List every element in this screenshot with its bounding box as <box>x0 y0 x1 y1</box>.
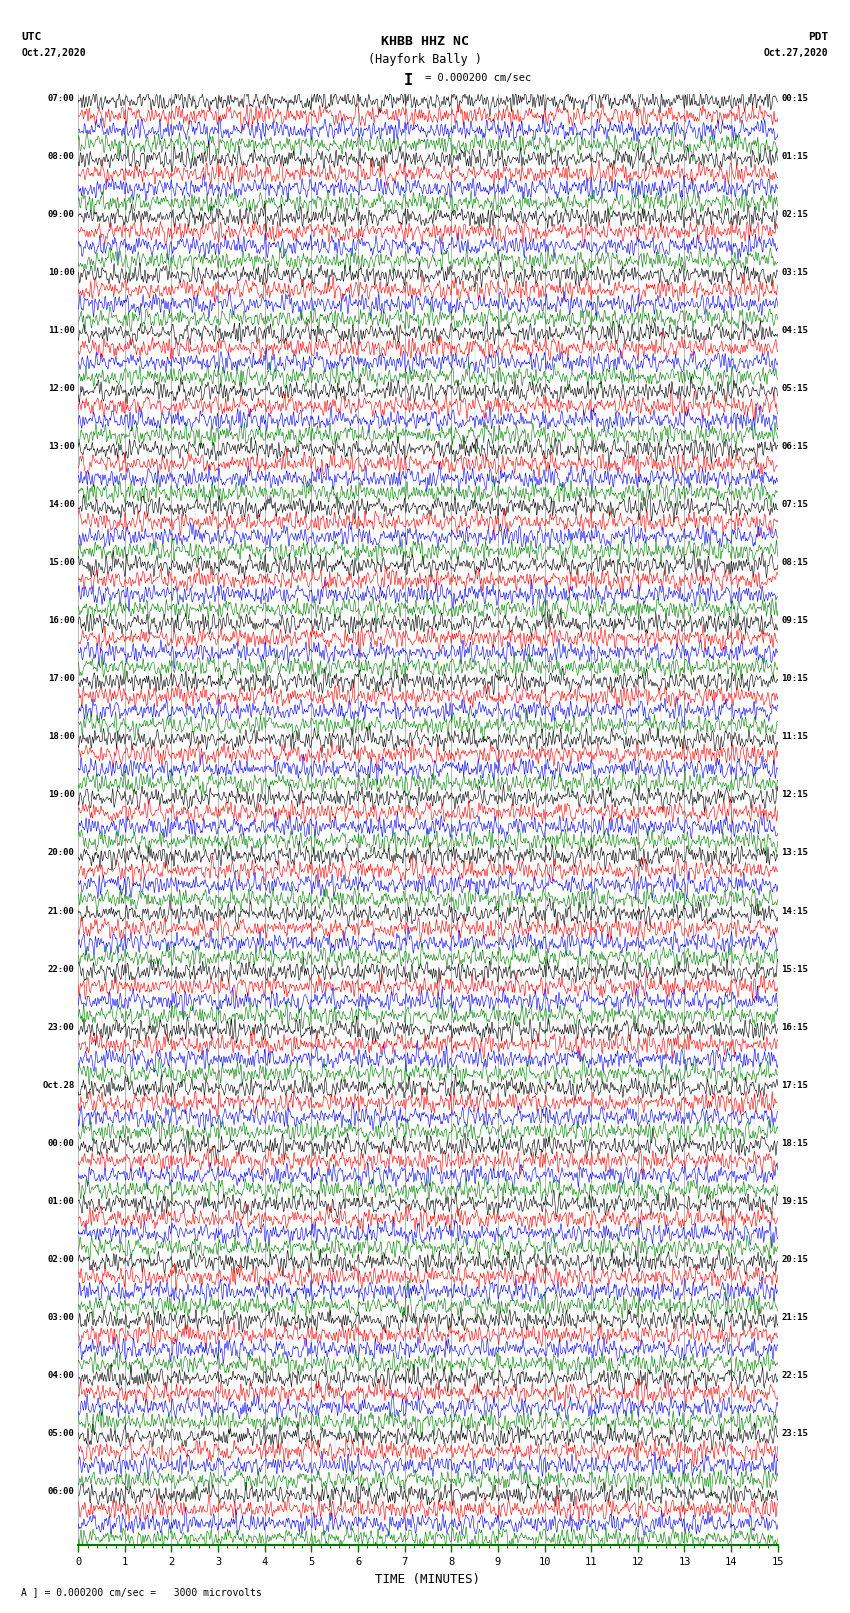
Text: KHBB HHZ NC: KHBB HHZ NC <box>381 35 469 48</box>
Text: UTC: UTC <box>21 32 42 42</box>
Text: 01:00: 01:00 <box>48 1197 75 1207</box>
Text: 16:15: 16:15 <box>781 1023 808 1032</box>
Text: 03:00: 03:00 <box>48 1313 75 1323</box>
Text: 22:00: 22:00 <box>48 965 75 974</box>
Text: (Hayfork Bally ): (Hayfork Bally ) <box>368 53 482 66</box>
Text: I: I <box>404 73 412 87</box>
Text: 12:00: 12:00 <box>48 384 75 394</box>
Text: 13:15: 13:15 <box>781 848 808 858</box>
Text: 13:00: 13:00 <box>48 442 75 452</box>
Text: 20:00: 20:00 <box>48 848 75 858</box>
Text: 08:15: 08:15 <box>781 558 808 568</box>
Text: Oct.28: Oct.28 <box>42 1081 75 1090</box>
Text: 14:00: 14:00 <box>48 500 75 510</box>
Text: 11:00: 11:00 <box>48 326 75 336</box>
Text: Oct.27,2020: Oct.27,2020 <box>21 48 86 58</box>
Text: 12:15: 12:15 <box>781 790 808 800</box>
Text: 22:15: 22:15 <box>781 1371 808 1381</box>
Text: 07:15: 07:15 <box>781 500 808 510</box>
Text: PDT: PDT <box>808 32 829 42</box>
Text: 19:15: 19:15 <box>781 1197 808 1207</box>
Text: 06:00: 06:00 <box>48 1487 75 1497</box>
Text: 09:15: 09:15 <box>781 616 808 626</box>
Text: 08:00: 08:00 <box>48 152 75 161</box>
Text: 04:15: 04:15 <box>781 326 808 336</box>
Text: 17:00: 17:00 <box>48 674 75 684</box>
Text: 21:00: 21:00 <box>48 907 75 916</box>
Text: 11:15: 11:15 <box>781 732 808 742</box>
Text: 05:15: 05:15 <box>781 384 808 394</box>
Text: Oct.27,2020: Oct.27,2020 <box>764 48 829 58</box>
Text: 07:00: 07:00 <box>48 94 75 103</box>
Text: 03:15: 03:15 <box>781 268 808 277</box>
Text: 23:15: 23:15 <box>781 1429 808 1439</box>
Text: 15:00: 15:00 <box>48 558 75 568</box>
Text: 23:00: 23:00 <box>48 1023 75 1032</box>
Text: 18:15: 18:15 <box>781 1139 808 1148</box>
Text: 01:15: 01:15 <box>781 152 808 161</box>
Text: 06:15: 06:15 <box>781 442 808 452</box>
Text: A ] = 0.000200 cm/sec =   3000 microvolts: A ] = 0.000200 cm/sec = 3000 microvolts <box>21 1587 262 1597</box>
Text: = 0.000200 cm/sec: = 0.000200 cm/sec <box>425 73 531 82</box>
Text: 19:00: 19:00 <box>48 790 75 800</box>
X-axis label: TIME (MINUTES): TIME (MINUTES) <box>376 1573 480 1586</box>
Text: 14:15: 14:15 <box>781 907 808 916</box>
Text: 00:00: 00:00 <box>48 1139 75 1148</box>
Text: 10:15: 10:15 <box>781 674 808 684</box>
Text: 02:15: 02:15 <box>781 210 808 219</box>
Text: 10:00: 10:00 <box>48 268 75 277</box>
Text: 00:15: 00:15 <box>781 94 808 103</box>
Text: 16:00: 16:00 <box>48 616 75 626</box>
Text: 18:00: 18:00 <box>48 732 75 742</box>
Text: 09:00: 09:00 <box>48 210 75 219</box>
Text: 20:15: 20:15 <box>781 1255 808 1265</box>
Text: 15:15: 15:15 <box>781 965 808 974</box>
Text: 17:15: 17:15 <box>781 1081 808 1090</box>
Text: 02:00: 02:00 <box>48 1255 75 1265</box>
Text: 21:15: 21:15 <box>781 1313 808 1323</box>
Text: 04:00: 04:00 <box>48 1371 75 1381</box>
Text: 05:00: 05:00 <box>48 1429 75 1439</box>
